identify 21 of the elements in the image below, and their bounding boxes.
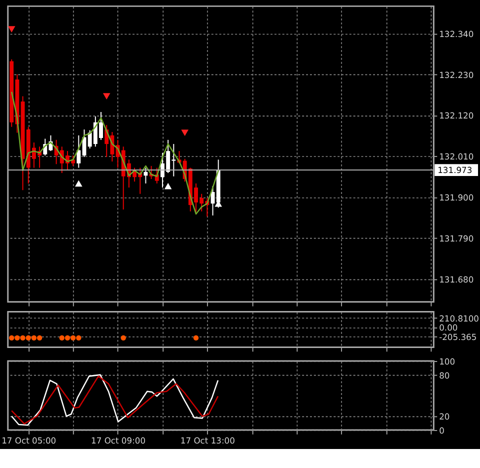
x-tick-label: 17 Oct 13:00 — [180, 435, 235, 446]
candlestick — [144, 167, 148, 184]
x-tick-label: 17 Oct 05:00 — [2, 435, 56, 446]
y-tick-label: 132.010 — [439, 152, 474, 162]
y-tick-label: 131.790 — [439, 234, 474, 244]
line-series — [10, 91, 219, 215]
y-tick-label: 210.8100 — [439, 313, 479, 324]
y-tick-label: 132.120 — [439, 110, 474, 121]
y-tick-label: 20 — [439, 412, 450, 422]
y-tick-label: 132.230 — [439, 70, 474, 80]
y-tick-label: 131.680 — [439, 274, 474, 285]
y-tick-label: 0 — [439, 425, 444, 436]
y-tick-label: 80 — [439, 370, 450, 380]
x-tick-label: 17 Oct 09:00 — [91, 435, 146, 446]
y-tick-label: 132.340 — [439, 28, 474, 39]
ref-line-label: 131.973 — [438, 165, 472, 175]
y-tick-label: 131.900 — [439, 192, 474, 203]
y-tick-label: 0.00 — [439, 322, 458, 333]
y-tick-label: -205.365 — [439, 332, 477, 342]
y-tick-label: 100 — [439, 356, 456, 366]
candlestick — [76, 134, 81, 168]
